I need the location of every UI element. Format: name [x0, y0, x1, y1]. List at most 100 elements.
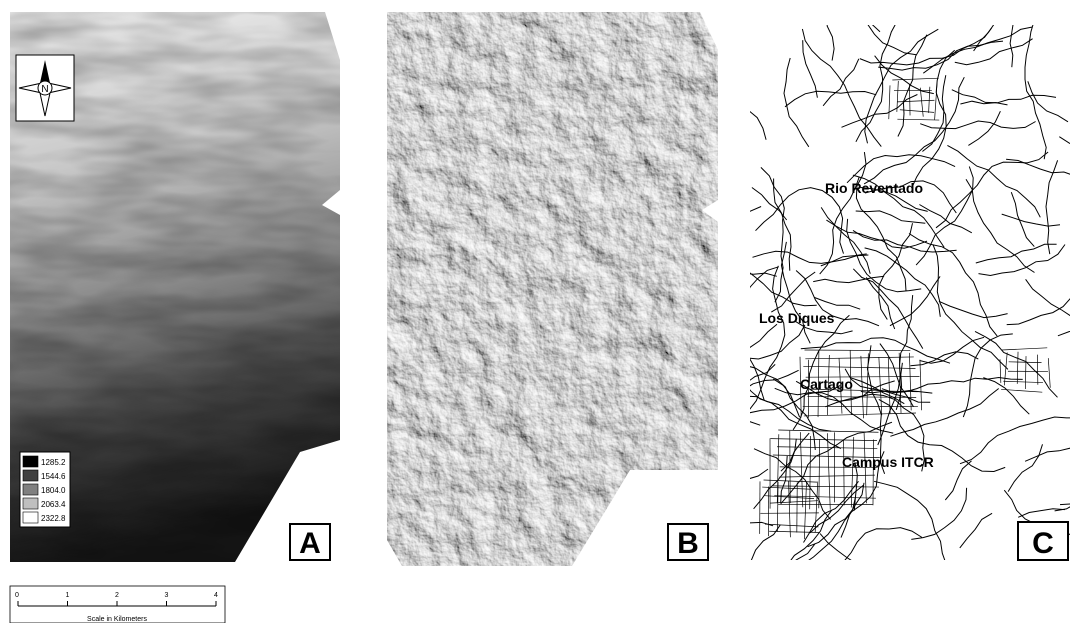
road [945, 461, 971, 500]
road [889, 85, 890, 119]
road [935, 83, 937, 120]
road [770, 439, 877, 441]
road [1009, 362, 1042, 363]
road [779, 475, 875, 477]
road [947, 145, 1040, 217]
road [896, 363, 902, 410]
road [800, 432, 802, 507]
road [911, 488, 966, 540]
road [922, 75, 945, 151]
scale-title: Scale in Kilometers [87, 616, 147, 623]
road [983, 378, 1029, 415]
road [1002, 214, 1060, 226]
road [802, 29, 881, 147]
scale-tick-label: 4 [214, 592, 218, 599]
road [878, 295, 913, 445]
road [821, 207, 870, 273]
road [898, 35, 927, 137]
road [777, 447, 877, 449]
road [804, 413, 916, 416]
scale-tick-label: 3 [165, 592, 169, 599]
road [976, 244, 1057, 263]
legend-swatch [23, 484, 38, 495]
road [841, 483, 864, 538]
road [1048, 358, 1050, 388]
road [910, 352, 978, 366]
road [1037, 355, 1038, 385]
road [960, 417, 1070, 464]
road [919, 205, 971, 233]
road [761, 167, 784, 302]
place-label: Rio Reventado [825, 180, 923, 196]
road [713, 105, 767, 140]
road [842, 95, 918, 128]
hillshade-map [387, 12, 718, 567]
road [979, 245, 1066, 276]
road [1011, 192, 1034, 246]
road [974, 0, 1037, 51]
road [1007, 278, 1070, 325]
road [920, 88, 923, 117]
road [711, 396, 832, 431]
road [803, 40, 818, 97]
road [808, 498, 856, 547]
road [874, 481, 962, 581]
compass: N [16, 55, 74, 121]
road [800, 0, 880, 32]
legend-label: 2322.8 [41, 514, 66, 523]
road [920, 121, 1035, 129]
place-label: Los Diques [759, 310, 835, 326]
road [875, 56, 934, 94]
panel-label: C [1032, 527, 1054, 560]
panel-label: A [299, 527, 321, 560]
road [939, 301, 1008, 317]
legend-label: 1285.2 [41, 458, 66, 467]
road [856, 211, 926, 223]
legend-swatch [23, 512, 38, 523]
road [851, 437, 853, 507]
road [912, 50, 955, 188]
panel-label: B [677, 527, 699, 560]
road [1028, 81, 1068, 122]
place-label: Cartago [800, 376, 853, 392]
road [952, 90, 1056, 103]
road [1046, 160, 1058, 254]
scale-tick-label: 1 [66, 592, 70, 599]
road [1026, 279, 1070, 322]
road [719, 356, 841, 449]
compass-north: N [41, 84, 48, 95]
road [803, 366, 915, 368]
road [823, 59, 859, 106]
road [773, 379, 799, 417]
road [968, 111, 1000, 145]
figure: N 1285.21544.61804.02063.42322.8 A B Rio… [0, 0, 1070, 623]
road [975, 331, 1058, 397]
road [873, 440, 874, 506]
road [892, 78, 938, 80]
road [819, 439, 820, 508]
legend-label: 1544.6 [41, 472, 66, 481]
road [1025, 406, 1070, 461]
legend-swatch [23, 498, 38, 509]
road [793, 315, 849, 430]
road [864, 77, 964, 184]
road [1059, 137, 1070, 174]
road [933, 245, 1008, 370]
road [1010, 0, 1021, 67]
legend-swatch [23, 456, 38, 467]
road [839, 528, 923, 586]
road [711, 353, 816, 450]
road [936, 152, 1048, 228]
road [920, 360, 922, 411]
road [1008, 444, 1042, 491]
scale-tick-label: 2 [115, 592, 119, 599]
legend-label: 1804.0 [41, 486, 66, 495]
road [890, 276, 940, 325]
road [753, 251, 869, 263]
road [844, 439, 845, 505]
road [1025, 8, 1046, 159]
road [1006, 159, 1070, 190]
